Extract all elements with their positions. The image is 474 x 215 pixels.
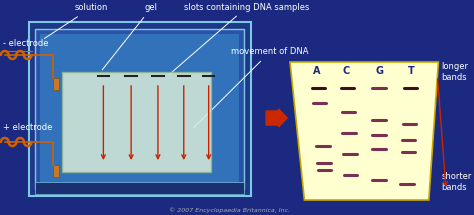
Text: movement of DNA: movement of DNA xyxy=(193,48,309,128)
Text: C: C xyxy=(343,66,350,76)
Text: T: T xyxy=(408,66,415,76)
Polygon shape xyxy=(290,62,438,200)
FancyBboxPatch shape xyxy=(36,182,244,194)
Text: solution: solution xyxy=(45,3,108,38)
FancyBboxPatch shape xyxy=(53,78,59,90)
Text: + electrode: + electrode xyxy=(3,123,52,132)
FancyBboxPatch shape xyxy=(29,22,251,196)
Text: shorter
bands: shorter bands xyxy=(441,172,472,192)
Text: - electrode: - electrode xyxy=(3,38,48,48)
FancyBboxPatch shape xyxy=(53,165,59,177)
Text: gel: gel xyxy=(102,3,158,70)
Text: longer
bands: longer bands xyxy=(441,62,468,82)
FancyBboxPatch shape xyxy=(62,72,210,172)
FancyBboxPatch shape xyxy=(40,34,239,182)
FancyBboxPatch shape xyxy=(36,29,244,189)
Text: © 2007 Encyclopaedia Britannica, Inc.: © 2007 Encyclopaedia Britannica, Inc. xyxy=(169,207,290,213)
FancyArrow shape xyxy=(266,109,287,127)
Text: slots containing DNA samples: slots containing DNA samples xyxy=(170,3,310,74)
Text: A: A xyxy=(313,66,320,76)
Text: G: G xyxy=(375,66,383,76)
